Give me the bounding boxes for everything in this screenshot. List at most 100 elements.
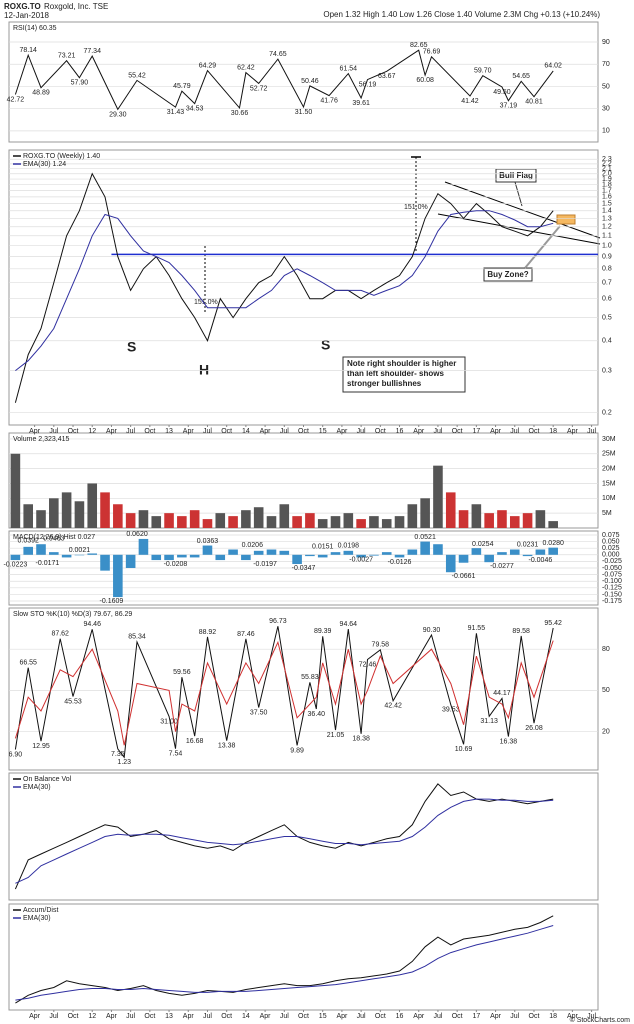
bar [407, 549, 418, 555]
value-label: 31.00 [160, 718, 178, 725]
x-tick-label: Oct [375, 1013, 386, 1020]
value-label: 49.50 [493, 89, 511, 96]
value-label: 10.69 [455, 746, 473, 753]
y-tick-label: 0.3 [602, 367, 612, 374]
bar [74, 554, 85, 556]
legend-label: Accum/Dist [23, 907, 58, 914]
panel-title: Slow STO %K(10) %D(3) 79.67, 86.29 [13, 611, 132, 618]
value-label: 77.34 [83, 48, 101, 55]
bar [138, 538, 149, 555]
x-tick-label: Jul [280, 1013, 289, 1020]
value-label: 78.14 [19, 47, 37, 54]
series-line [14, 626, 554, 759]
y-tick-label: 0.9 [602, 253, 612, 260]
bar [522, 513, 533, 528]
legend-label: EMA(30) [23, 915, 51, 922]
bar [61, 554, 72, 558]
value-label: 61.54 [340, 65, 358, 72]
panel-title: Volume 2,323,415 [13, 436, 70, 443]
x-tick-label: Apr [567, 428, 579, 435]
bar [433, 544, 443, 555]
x-tick-label: Jul [203, 1013, 212, 1020]
bar [548, 521, 558, 528]
value-label: 90.30 [423, 627, 441, 634]
x-tick-label: Apr [183, 1013, 195, 1020]
bar [253, 507, 264, 528]
x-tick-label: Jul [510, 1013, 519, 1020]
value-label: 34.53 [186, 105, 204, 112]
value-label: 0.0463 [43, 535, 65, 542]
bar [215, 513, 226, 528]
panel-frame [8, 607, 599, 771]
panel-title: RSI(14) 60.35 [13, 25, 57, 32]
y-tick-label: 50 [602, 83, 610, 90]
y-tick-label: 1.0 [602, 243, 612, 250]
value-label: 87.62 [51, 631, 69, 638]
x-tick-label: Apr [106, 1013, 118, 1020]
value-label: 26.08 [525, 725, 543, 732]
value-label: 87.46 [237, 631, 255, 638]
x-tick-label: Jul [433, 1013, 442, 1020]
bar [23, 504, 34, 528]
head-label: H [199, 362, 209, 378]
value-label: 50.46 [301, 78, 319, 85]
y-tick-label: 0.4 [602, 338, 612, 345]
series-line [14, 783, 554, 890]
x-tick-label: 18 [549, 428, 557, 435]
y-tick-label: 0.075 [602, 532, 620, 539]
bar [420, 498, 430, 528]
value-label: 94.46 [83, 621, 101, 628]
series-line [15, 210, 554, 371]
bar [10, 453, 21, 528]
bar [49, 498, 59, 528]
label-box [483, 267, 533, 282]
series-line [15, 925, 554, 1001]
bar [381, 552, 392, 555]
bar [317, 554, 328, 558]
value-label: 16.68 [186, 738, 204, 745]
x-tick-label: 14 [242, 428, 250, 435]
value-label: 45.79 [173, 83, 191, 90]
y-tick-label: 30M [602, 436, 616, 443]
x-tick-label: Oct [68, 428, 79, 435]
x-tick-label: Apr [183, 428, 195, 435]
bar [164, 554, 174, 561]
value-label: -0.0197 [253, 561, 277, 568]
value-label: 59.56 [173, 669, 191, 676]
bar [381, 519, 392, 528]
bar [394, 516, 405, 528]
date: 12-Jan-2018 [4, 11, 49, 20]
buy-zone-label: Buy Zone? [487, 270, 528, 279]
shoulder-label: S [127, 339, 136, 355]
y-tick-label: 0.2 [602, 410, 612, 417]
value-label: 82.65 [410, 42, 428, 49]
x-tick-label: Jul [357, 1013, 366, 1020]
bar [253, 550, 264, 555]
bar [279, 504, 290, 528]
y-tick-label: 2.2 [602, 161, 612, 168]
x-tick-label: 12 [88, 1013, 96, 1020]
bar [151, 554, 162, 561]
y-tick-label: 1.9 [602, 176, 612, 183]
value-label: 31.13 [480, 718, 498, 725]
y-tick-label: 30 [602, 106, 610, 113]
x-tick-label: Apr [29, 1013, 41, 1020]
x-tick-label: Oct [68, 1013, 79, 1020]
bar [317, 519, 328, 528]
bar [151, 516, 162, 528]
symbol: ROXG.TO [4, 2, 41, 11]
bar [343, 550, 354, 555]
value-label: 40.81 [525, 98, 543, 105]
x-tick-label: Oct [452, 1013, 463, 1020]
y-tick-label: 20 [602, 728, 610, 735]
value-label: 64.02 [544, 63, 562, 70]
value-label: -0.0223 [4, 562, 28, 569]
value-label: 72.46 [359, 661, 377, 668]
value-label: 0.0620 [126, 531, 148, 538]
y-tick-label: 2.0 [602, 171, 612, 178]
value-label: 9.89 [290, 747, 304, 754]
measured-move: 151.0% [404, 204, 428, 211]
y-tick-label: 1.4 [602, 208, 612, 215]
value-label: -0.0126 [388, 559, 412, 566]
y-tick-label: 0.6 [602, 296, 612, 303]
